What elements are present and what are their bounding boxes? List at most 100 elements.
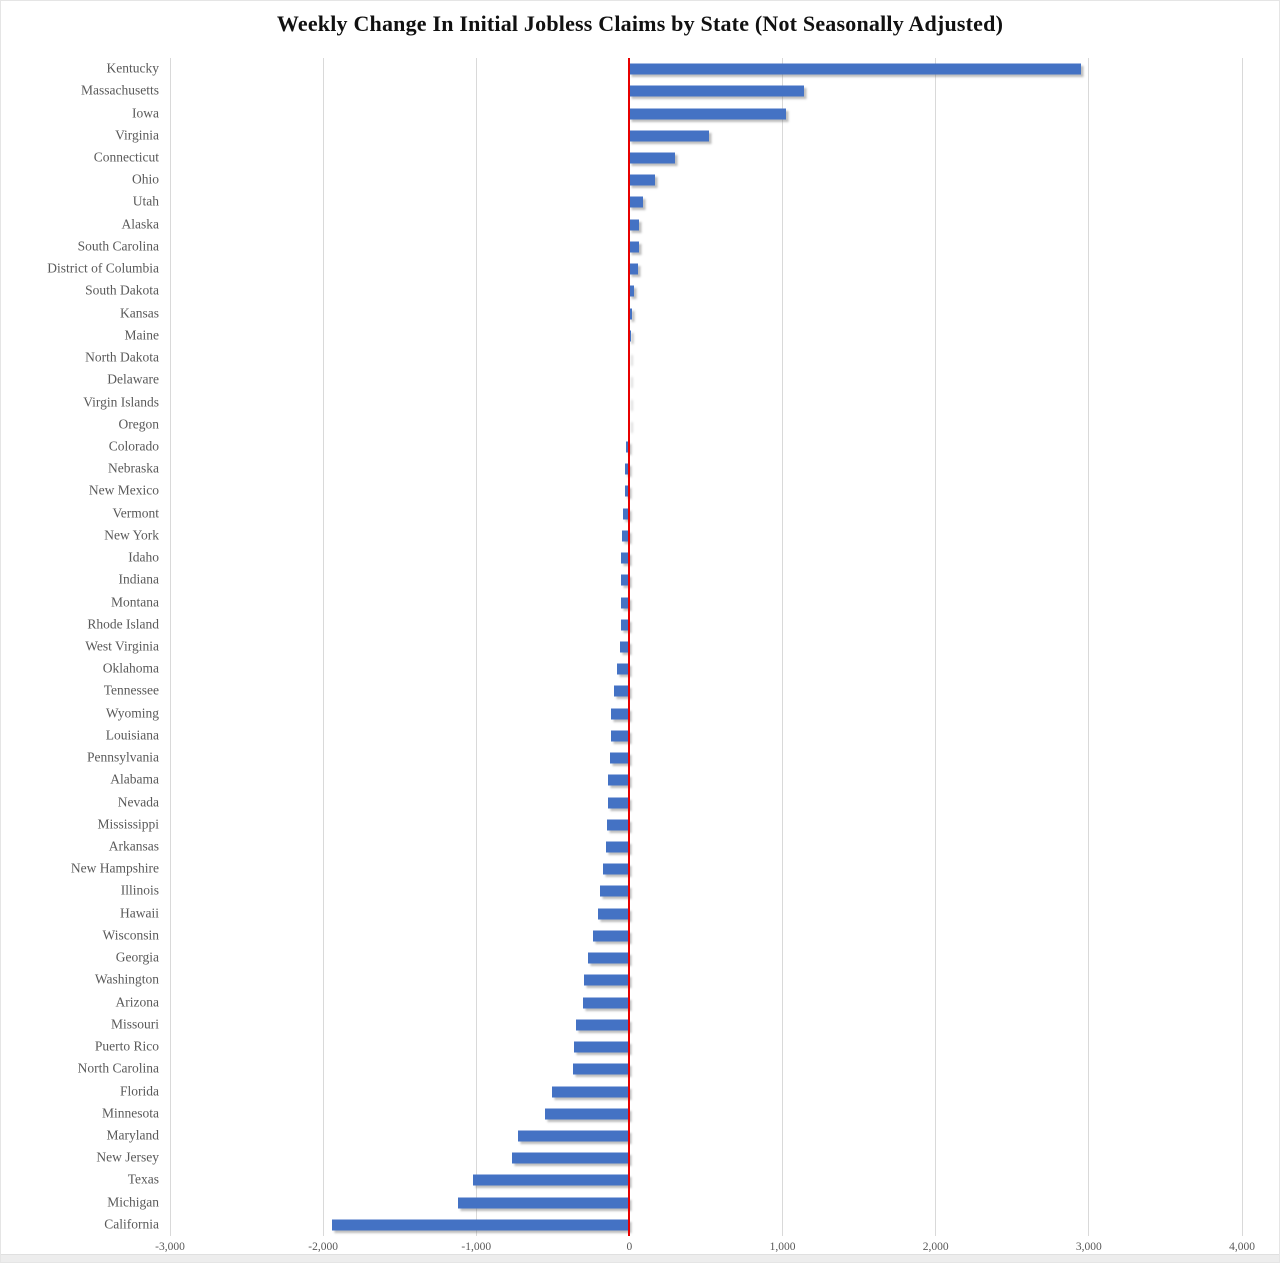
x-tick-label: 4,000 [1229,1241,1255,1253]
state-bar [625,441,630,453]
state-label: Delaware [107,371,159,387]
chart-row: Tennessee [104,680,1242,702]
state-label: Illinois [120,882,159,898]
chart-row: Connecticut [94,147,1242,169]
state-label: Maine [124,327,160,343]
chart-row: Louisiana [106,725,1242,747]
chart-row: Minnesota [102,1103,1242,1125]
gridline [935,58,937,1236]
chart-row: New Jersey [96,1147,1242,1169]
state-bar [629,285,635,297]
state-label: Vermont [112,504,160,520]
chart-row: Montana [111,591,1242,613]
chart-row: Utah [133,191,1242,213]
state-bar [587,952,630,964]
chart-row: California [104,1214,1242,1236]
chart-row: Hawaii [120,903,1242,925]
x-tick-label: 1,000 [769,1241,796,1253]
state-bar [629,219,639,231]
state-label: New Mexico [88,482,159,498]
state-bar [607,774,630,786]
state-label: Georgia [115,949,159,965]
state-label: Ohio [132,171,159,187]
state-label: Montana [111,593,159,609]
state-label: Louisiana [105,727,159,743]
state-label: Wisconsin [102,927,159,943]
state-label: Virgin Islands [83,393,159,409]
chart-row: Maine [125,325,1242,347]
chart-row: Maryland [107,1125,1242,1147]
state-bar [457,1197,630,1209]
chart-row: Georgia [116,947,1242,969]
state-label: Florida [120,1082,159,1098]
x-tick-label: 2,000 [922,1241,949,1253]
state-bar [629,63,1082,75]
state-label: Arizona [115,993,159,1009]
state-label: Kentucky [106,60,159,76]
state-label: New Jersey [96,1149,159,1165]
state-label: South Carolina [77,238,159,254]
state-label: Michigan [107,1194,159,1210]
state-bar [629,108,786,120]
chart-row: Pennsylvania [87,747,1242,769]
chart-row: Massachusetts [81,80,1242,102]
chart-row: Nebraska [108,458,1242,480]
chart-row: Kansas [120,302,1242,324]
chart-row: Texas [128,1169,1242,1191]
chart-row: Ohio [132,169,1242,191]
state-bar [598,908,630,920]
gridline [1088,58,1090,1236]
state-label: New Hampshire [70,860,159,876]
chart-row: Illinois [121,880,1242,902]
zero-axis-line [628,58,631,1236]
state-label: Colorado [108,438,159,454]
bottom-border-strip [1,1254,1279,1262]
state-label: Nevada [117,793,159,809]
state-bar [607,819,630,831]
state-bar [620,641,630,653]
chart-row: Missouri [111,1014,1242,1036]
chart-row: Indiana [119,569,1242,591]
chart-row: New Mexico [89,480,1242,502]
state-label: Wyoming [105,705,159,721]
chart-row: Wisconsin [103,925,1242,947]
x-axis: -3,000 -2,000 -1,000 0 1,000 2,000 3,000 4,000 [155,1241,1255,1259]
state-bar [600,885,630,897]
state-label: Minnesota [102,1105,159,1121]
state-bar [605,841,630,853]
state-label: Puerto Rico [94,1038,159,1054]
state-bar [620,597,630,609]
state-label: North Dakota [85,349,159,365]
chart-row: Puerto Rico [95,1036,1242,1058]
state-bar [574,1041,630,1053]
state-bar [620,619,630,631]
chart-row: Nevada [118,791,1242,813]
state-label: Washington [94,971,159,987]
state-label: Missouri [110,1016,159,1032]
chart-row: Rhode Island [87,614,1242,636]
state-label: South Dakota [85,282,159,298]
state-label: Nebraska [108,460,159,476]
state-bar [624,463,630,475]
state-label: West Virginia [85,638,159,654]
x-tick-label: -2,000 [308,1241,338,1253]
x-tick-label: -1,000 [461,1241,492,1253]
state-bar [545,1108,630,1120]
chart-row: South Dakota [85,280,1242,302]
state-label: Arkansas [108,838,159,854]
state-label: North Carolina [77,1060,159,1076]
state-label: Oklahoma [102,660,159,676]
chart-row: Virginia [115,125,1242,147]
chart-row: Colorado [109,436,1242,458]
state-label: New York [104,527,159,543]
chart-row: New Hampshire [71,858,1242,880]
state-bar [624,485,630,497]
state-bar [629,241,639,253]
state-bar [629,85,804,97]
chart-title: Weekly Change In Initial Jobless Claims … [276,11,1004,36]
chart-row: Mississippi [97,814,1242,836]
plot-area: Kentucky Massachusetts Iowa Virginia Connect… [47,58,1243,1236]
chart-row: Alabama [110,769,1242,791]
state-bar [575,1019,630,1031]
